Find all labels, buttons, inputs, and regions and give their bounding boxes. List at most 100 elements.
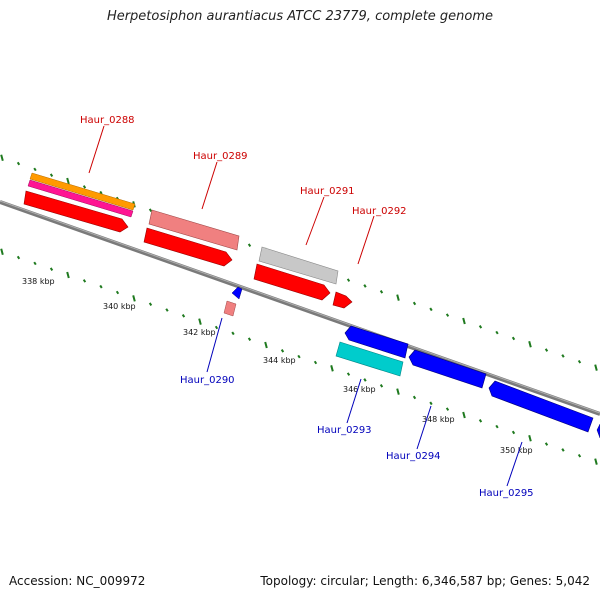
gene-block-haur-0290-pink[interactable] (223, 300, 237, 317)
accession-text: Accession: NC_009972 (9, 574, 146, 588)
kbp-label: 342 kbp (183, 328, 216, 337)
tick-mark (577, 453, 582, 458)
tick-mark (445, 407, 450, 411)
tick-mark (165, 308, 169, 312)
leader-haur-0291 (305, 196, 325, 246)
tick-mark (561, 448, 565, 452)
gene-arrow-haur-0291[interactable] (253, 263, 331, 301)
gene-arrow-haur-0290[interactable] (231, 286, 243, 300)
tick-mark (231, 331, 235, 336)
tick-mark (49, 173, 54, 177)
tick-mark (313, 360, 318, 365)
tick-mark (429, 401, 433, 406)
gene-arrow-haur-0292[interactable] (332, 291, 353, 309)
gene-block-orange[interactable] (29, 172, 136, 211)
tick-mark (82, 185, 87, 189)
gene-label-haur-0292[interactable]: Haur_0292 (352, 206, 407, 217)
gene-label-haur-0294[interactable]: Haur_0294 (386, 451, 441, 462)
tick-mark (148, 208, 153, 212)
tick-mark (99, 190, 103, 195)
tick-mark (412, 395, 417, 400)
tick-mark (33, 167, 37, 172)
gene-arrow-haur-0294[interactable] (408, 349, 487, 389)
tick-mark (478, 418, 483, 423)
tick-mark (115, 290, 120, 295)
tick-mark (0, 248, 4, 255)
tick-mark (511, 430, 516, 435)
leader-haur-0293 (346, 378, 362, 424)
tick-mark (330, 365, 334, 372)
gene-label-haur-0289[interactable]: Haur_0289 (193, 151, 248, 162)
tick-mark (544, 442, 549, 446)
tick-mark (66, 271, 70, 279)
tick-mark (346, 278, 351, 282)
tick-mark (49, 267, 54, 271)
gene-label-haur-0290[interactable]: Haur_0290 (180, 375, 235, 386)
tick-mark (495, 424, 499, 429)
tick-mark (561, 354, 565, 358)
tick-mark (577, 359, 582, 364)
gene-label-haur-0293[interactable]: Haur_0293 (317, 425, 372, 436)
tick-mark (181, 314, 186, 318)
kbp-label: 344 kbp (263, 356, 296, 365)
gene-block-haur-0291-gray[interactable] (258, 246, 339, 285)
tick-mark (363, 378, 367, 382)
tick-mark (132, 295, 136, 302)
genome-info-text: Topology: circular; Length: 6,346,587 bp… (260, 574, 590, 588)
gene-label-haur-0291[interactable]: Haur_0291 (300, 186, 355, 197)
tick-mark (99, 284, 103, 289)
tick-mark (379, 384, 384, 388)
scale-labels: 338 kbp 340 kbp 342 kbp 344 kbp 346 kbp … (22, 277, 533, 455)
tick-mark (363, 284, 367, 288)
kbp-label: 340 kbp (103, 302, 136, 311)
gene-block-haur-0289-pink[interactable] (148, 209, 240, 251)
tick-mark (0, 154, 4, 161)
tick-mark (16, 255, 21, 260)
tick-mark (445, 313, 450, 317)
tick-mark (379, 290, 384, 294)
tick-mark (297, 354, 301, 359)
tick-mark (214, 325, 219, 330)
label-leaders (88, 125, 523, 487)
kbp-label: 350 kbp (500, 446, 533, 455)
gene-arrow-haur-0295[interactable] (488, 380, 594, 433)
tick-mark (247, 243, 252, 247)
kbp-label: 348 kbp (422, 415, 455, 424)
tick-mark (412, 301, 417, 306)
tick-mark (247, 337, 252, 341)
genome-backbone-highlight (0, 200, 600, 414)
gene-label-haur-0295[interactable]: Haur_0295 (479, 488, 534, 499)
tick-mark (82, 279, 87, 283)
tick-mark (511, 336, 516, 341)
tick-mark (66, 177, 70, 185)
tick-mark (264, 341, 268, 349)
gene-arrow-haur-0288[interactable] (23, 190, 129, 233)
leader-haur-0292 (357, 215, 375, 265)
tick-mark (594, 364, 598, 371)
tick-mark (198, 318, 202, 325)
tick-mark (148, 302, 153, 306)
gene-block-haur-0293-cyan[interactable] (335, 341, 404, 377)
tick-mark (478, 324, 483, 329)
kbp-label: 346 kbp (343, 385, 376, 394)
gene-labels: Haur_0288 Haur_0289 Haur_0291 Haur_0292 … (80, 115, 534, 499)
leader-haur-0289 (201, 161, 218, 210)
tick-mark (495, 330, 499, 335)
leader-haur-0295 (506, 441, 523, 487)
tick-mark (429, 307, 433, 312)
gene-block-magenta[interactable] (27, 179, 134, 218)
gene-arrow-haur-0289[interactable] (143, 227, 233, 267)
tick-mark (16, 161, 21, 166)
genome-backbone (0, 200, 600, 416)
tick-mark (462, 317, 466, 325)
kbp-label: 338 kbp (22, 277, 55, 286)
tick-mark (280, 349, 285, 353)
tick-mark (528, 341, 532, 348)
gene-label-haur-0288[interactable]: Haur_0288 (80, 115, 135, 126)
tick-mark (396, 294, 400, 301)
tick-mark (33, 261, 37, 266)
tick-mark (594, 458, 598, 465)
gene-arrow-partial[interactable] (596, 423, 600, 439)
gene-arrow-haur-0293[interactable] (344, 325, 409, 359)
